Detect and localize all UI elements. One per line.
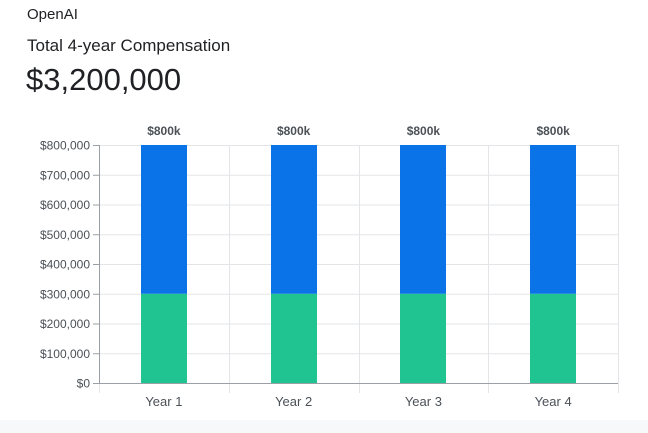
y-tick-label: $0 (77, 377, 91, 391)
x-tick-label: Year 4 (535, 394, 572, 409)
x-tick-label: Year 3 (405, 394, 442, 409)
x-tick-label: Year 1 (145, 394, 182, 409)
total-compensation-value: $3,200,000 (26, 62, 182, 97)
bar-segment-lower (141, 293, 187, 383)
y-tick-label: $400,000 (40, 258, 90, 272)
bar-segment-lower (530, 293, 576, 383)
bottom-divider (0, 420, 648, 433)
bar-segment-upper (400, 145, 446, 294)
y-tick-label: $600,000 (40, 198, 90, 212)
y-tick-label: $700,000 (40, 168, 90, 182)
bar-segment-upper (271, 145, 317, 294)
y-tick-label: $300,000 (40, 287, 90, 301)
bar-segment-upper (141, 145, 187, 294)
bar-total-label: $800k (536, 124, 570, 138)
bar-total-label: $800k (407, 124, 441, 138)
bar-segment-lower (271, 293, 317, 383)
y-tick-label: $800,000 (40, 139, 90, 153)
compensation-subtitle: Total 4-year Compensation (27, 36, 231, 55)
y-tick-label: $200,000 (40, 317, 90, 331)
x-tick-label: Year 2 (275, 394, 312, 409)
y-tick-label: $100,000 (40, 347, 90, 361)
y-tick-label: $500,000 (40, 228, 90, 242)
bar-segment-lower (400, 293, 446, 383)
bar-segment-upper (530, 145, 576, 294)
company-name: OpenAI (27, 6, 78, 23)
bar-total-label: $800k (277, 124, 311, 138)
bar-total-label: $800k (147, 124, 181, 138)
